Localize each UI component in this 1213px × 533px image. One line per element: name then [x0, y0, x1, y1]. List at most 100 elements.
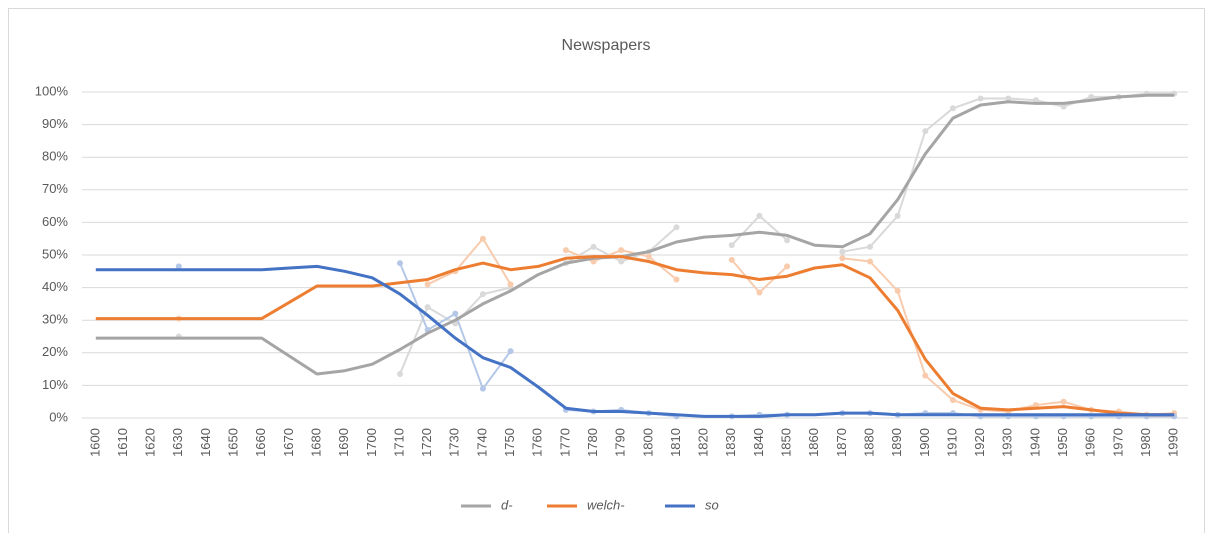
point	[1005, 95, 1012, 102]
point	[867, 258, 874, 265]
series-line	[95, 93, 1175, 376]
x-tick-label: 1750	[502, 428, 517, 457]
point	[1032, 401, 1039, 408]
point	[922, 372, 929, 379]
x-tick-label: 1890	[889, 428, 904, 457]
y-tick-label: 0%	[49, 409, 68, 424]
x-tick-label: 1840	[751, 428, 766, 457]
point	[894, 212, 901, 219]
point	[756, 212, 763, 219]
point	[756, 289, 763, 296]
point	[618, 247, 625, 254]
y-tick-label: 30%	[42, 312, 68, 327]
x-tick-label: 1830	[723, 428, 738, 457]
point	[894, 287, 901, 294]
legend-label: so	[705, 497, 719, 512]
x-tick-label: 1930	[1000, 428, 1015, 457]
point	[645, 253, 652, 260]
series-line	[95, 255, 1175, 417]
point	[618, 258, 625, 265]
point	[949, 105, 956, 112]
legend-label: welch-	[587, 497, 625, 512]
x-tick-label: 1600	[87, 428, 102, 457]
x-tick-label: 1710	[391, 428, 406, 457]
x-tick-label: 1850	[779, 428, 794, 457]
x-tick-label: 1780	[585, 428, 600, 457]
x-tick-label: 1690	[336, 428, 351, 457]
point	[1060, 103, 1067, 110]
point	[784, 263, 791, 270]
point	[949, 397, 956, 404]
x-tick-label: 1650	[226, 428, 241, 457]
point	[424, 304, 431, 311]
point	[396, 370, 403, 377]
point	[590, 243, 597, 250]
y-tick-label: 80%	[42, 149, 68, 164]
x-tick-label: 1880	[861, 428, 876, 457]
point	[839, 255, 846, 262]
x-tick-label: 1960	[1083, 428, 1098, 457]
point	[175, 263, 182, 270]
point	[507, 348, 514, 355]
x-tick-label: 1610	[115, 428, 130, 457]
x-tick-label: 1910	[944, 428, 959, 457]
x-tick-label: 1950	[1055, 428, 1070, 457]
point	[479, 291, 486, 298]
point	[1088, 93, 1095, 100]
x-tick-label: 1820	[696, 428, 711, 457]
x-tick-label: 1810	[668, 428, 683, 457]
point	[452, 310, 459, 317]
point	[728, 242, 735, 249]
x-tick-label: 1790	[613, 428, 628, 457]
x-tick-label: 1720	[419, 428, 434, 457]
y-tick-label: 100%	[35, 83, 69, 98]
point	[507, 281, 514, 288]
y-tick-label: 90%	[42, 116, 68, 131]
point	[673, 224, 680, 231]
point	[479, 235, 486, 242]
point	[1060, 398, 1067, 405]
point	[784, 237, 791, 244]
y-tick-label: 10%	[42, 377, 68, 392]
x-tick-label: 1770	[557, 428, 572, 457]
x-tick-label: 1680	[308, 428, 323, 457]
x-tick-label: 1920	[972, 428, 987, 457]
point	[562, 247, 569, 254]
point	[479, 385, 486, 392]
point	[1032, 97, 1039, 104]
x-tick-label: 1620	[143, 428, 158, 457]
x-tick-label: 1630	[170, 428, 185, 457]
x-tick-label: 1700	[364, 428, 379, 457]
point	[977, 95, 984, 102]
y-tick-label: 40%	[42, 279, 68, 294]
x-tick-label: 1900	[917, 428, 932, 457]
point	[867, 243, 874, 250]
x-tick-label: 1740	[474, 428, 489, 457]
x-tick-label: 1940	[1027, 428, 1042, 457]
x-tick-label: 1760	[530, 428, 545, 457]
x-tick-label: 1660	[253, 428, 268, 457]
chart-title: Newspapers	[562, 37, 651, 54]
point	[839, 248, 846, 255]
y-tick-label: 20%	[42, 344, 68, 359]
x-tick-label: 1970	[1110, 428, 1125, 457]
point	[728, 256, 735, 263]
x-tick-label: 1640	[198, 428, 213, 457]
x-tick-label: 1670	[281, 428, 296, 457]
y-tick-label: 50%	[42, 246, 68, 261]
point	[424, 281, 431, 288]
legend-label: d-	[501, 497, 513, 512]
x-tick-label: 1980	[1138, 428, 1153, 457]
x-tick-label: 1800	[640, 428, 655, 457]
point	[922, 128, 929, 135]
y-tick-label: 60%	[42, 214, 68, 229]
point	[673, 276, 680, 283]
x-tick-label: 1730	[447, 428, 462, 457]
y-tick-label: 70%	[42, 181, 68, 196]
x-tick-label: 1860	[806, 428, 821, 457]
point	[396, 260, 403, 267]
x-tick-label: 1990	[1166, 428, 1181, 457]
x-tick-label: 1870	[834, 428, 849, 457]
